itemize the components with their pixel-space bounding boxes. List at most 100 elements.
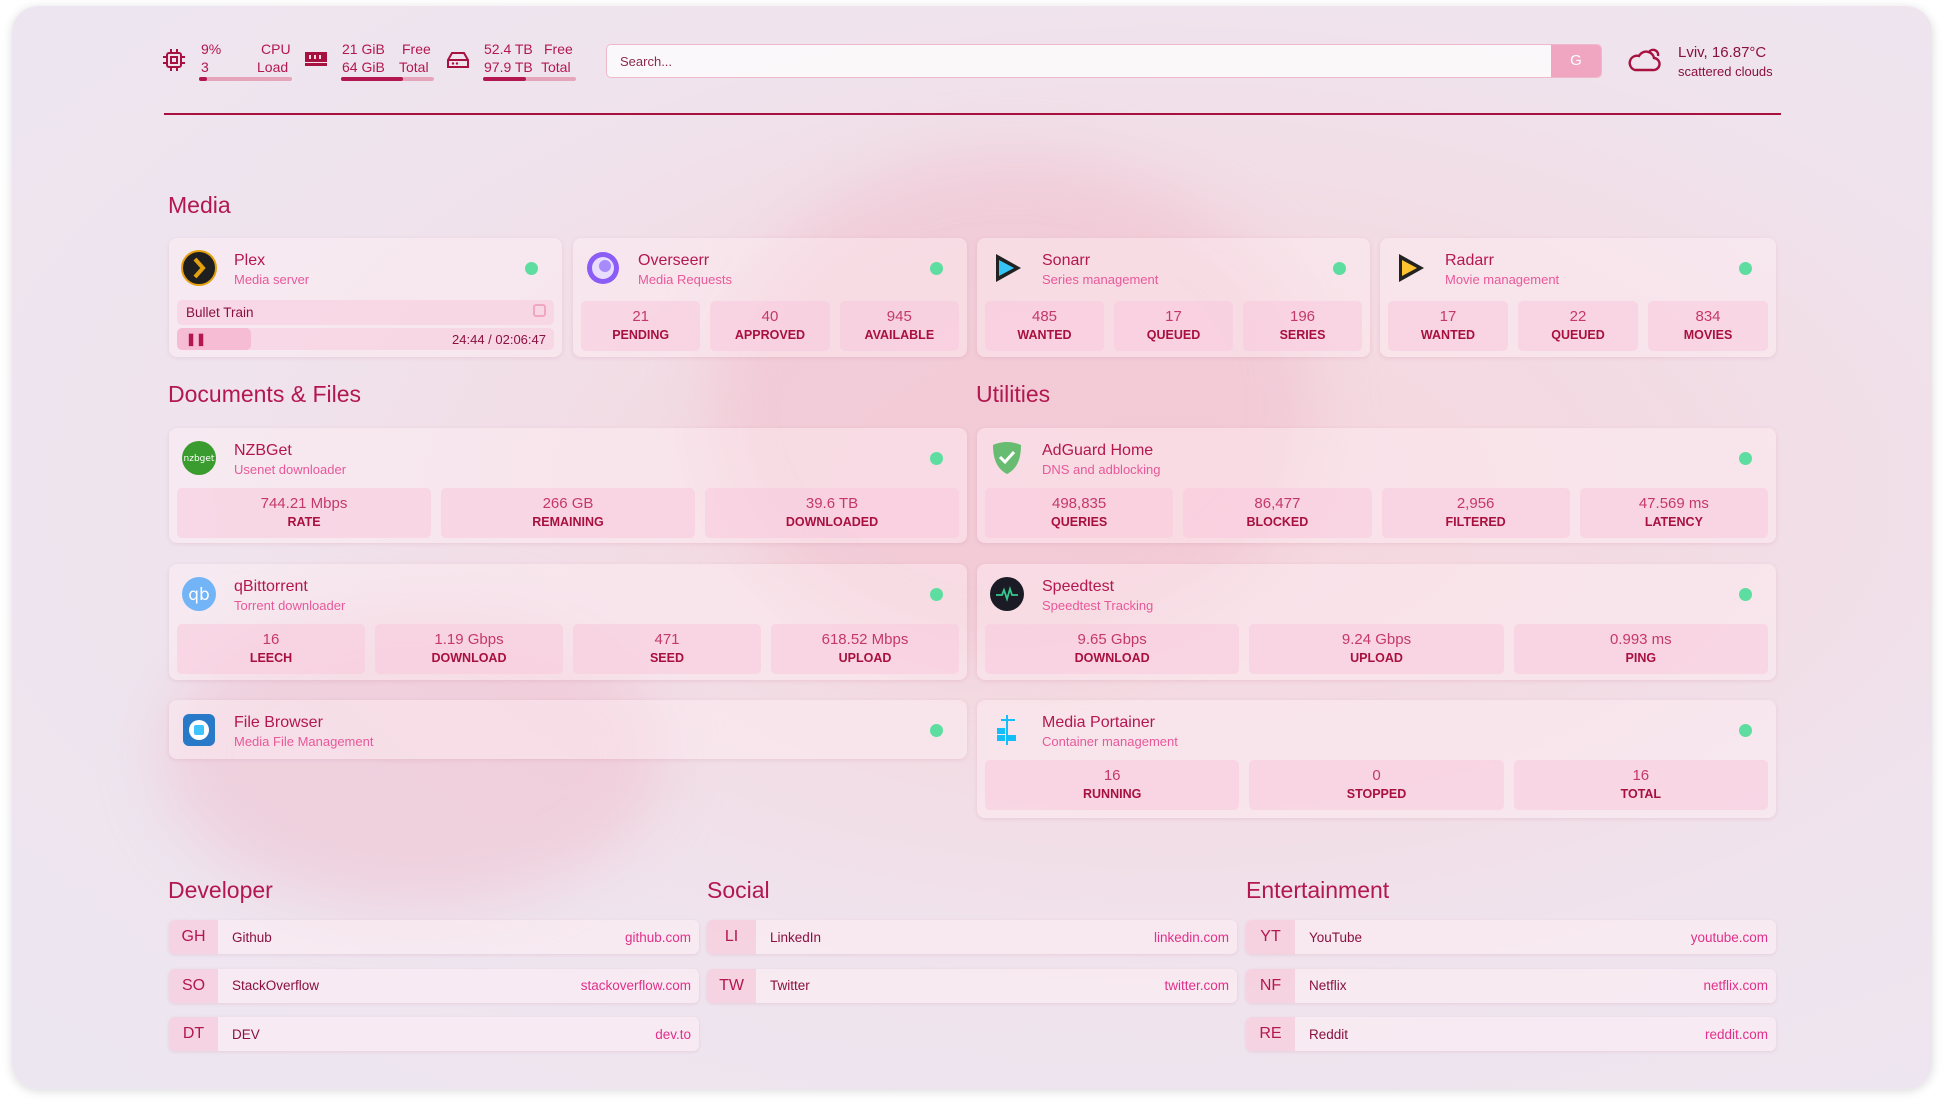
header-divider xyxy=(164,113,1781,115)
bookmark-url[interactable]: linkedin.com xyxy=(1153,929,1229,945)
service-card-speedtest[interactable]: Speedtest Speedtest Tracking 9.65 Gbps DO… xyxy=(977,564,1776,680)
pause-icon[interactable]: ❚❚ xyxy=(186,332,207,346)
total-label: Total xyxy=(541,59,571,75)
service-card-adguard-home[interactable]: AdGuard Home DNS and adblocking 498,835 Q… xyxy=(977,428,1776,543)
stat-label: PENDING xyxy=(612,328,670,342)
bookmark-name: Github xyxy=(232,929,272,945)
dashboard-window xyxy=(12,6,1932,1089)
stat-value: 16 xyxy=(1103,767,1121,784)
disk-icon xyxy=(447,52,469,68)
stat-value: 17 xyxy=(1439,308,1457,325)
bookmark-url[interactable]: netflix.com xyxy=(1703,978,1768,993)
stat-seed: 471 SEED xyxy=(573,624,761,674)
svg-text:nzbget: nzbget xyxy=(184,454,215,464)
status-indicator xyxy=(930,262,943,275)
stat-value: 16 xyxy=(1632,767,1650,784)
stat-label: QUEUED xyxy=(1146,328,1201,342)
stat-download: 1.19 Gbps DOWNLOAD xyxy=(375,624,563,674)
radarr-icon xyxy=(1392,250,1428,286)
service-card-media-portainer[interactable]: Media Portainer Container management 16 R… xyxy=(977,700,1776,818)
bookmark-abbr: DT xyxy=(169,1017,218,1051)
stat-label: PING xyxy=(1625,651,1657,665)
bookmark-name: Netflix xyxy=(1309,978,1347,993)
stat-value: 86,477 xyxy=(1254,495,1301,512)
bookmark-url[interactable]: github.com xyxy=(624,929,691,945)
qbittorrent-icon: qb xyxy=(181,576,217,612)
stat-value: 945 xyxy=(886,308,912,325)
service-name: AdGuard Home xyxy=(1042,442,1154,459)
weather-condition: scattered clouds xyxy=(1678,64,1773,79)
speedtest-icon xyxy=(989,576,1025,612)
bookmark-url[interactable]: reddit.com xyxy=(1704,1026,1768,1042)
plex-icon xyxy=(181,250,217,286)
bookmark-github[interactable]: GH Github github.com xyxy=(169,920,699,954)
bookmark-url[interactable]: stackoverflow.com xyxy=(580,978,691,993)
adguard-icon xyxy=(989,440,1025,476)
disk-free: 52.4 TB xyxy=(484,41,533,57)
bookmark-netflix[interactable]: NF Netflix netflix.com xyxy=(1246,968,1776,1003)
bookmark-reddit[interactable]: RE Reddit reddit.com xyxy=(1246,1017,1776,1051)
service-card-nzbget[interactable]: nzbget NZBGet Usenet downloader 744.21 M… xyxy=(169,428,967,543)
stat-label: LEECH xyxy=(249,651,293,665)
progress-fill xyxy=(177,328,251,350)
now-playing-title-row: Bullet Train xyxy=(177,300,554,325)
service-stats: 498,835 QUERIES 86,477 BLOCKED 2,956 FILTERED… xyxy=(985,488,1768,538)
service-description: Media server xyxy=(234,272,310,287)
stat-upload: 618.52 Mbps UPLOAD xyxy=(771,624,959,674)
search-bar: G xyxy=(606,44,1602,78)
search-input[interactable] xyxy=(607,45,1547,77)
memory-bar xyxy=(341,77,434,81)
stat-value: 2,956 xyxy=(1456,495,1495,512)
service-card-plex[interactable]: Plex Media server Bullet Train ❚❚ 24:44 … xyxy=(169,238,562,357)
stat-label: APPROVED xyxy=(734,328,806,342)
bookmark-name: StackOverflow xyxy=(232,978,320,993)
bookmark-linkedin[interactable]: LI LinkedIn linkedin.com xyxy=(707,920,1237,954)
bookmark-abbr: SO xyxy=(169,968,218,1003)
bookmark-url[interactable]: twitter.com xyxy=(1164,978,1229,993)
stat-label: WANTED xyxy=(1017,328,1072,342)
bookmark-stackoverflow[interactable]: SO StackOverflow stackoverflow.com xyxy=(169,968,699,1003)
bookmark-url[interactable]: youtube.com xyxy=(1690,929,1768,945)
stat-label: MOVIES xyxy=(1683,328,1733,342)
service-card-overseerr[interactable]: Overseerr Media Requests 21 PENDING 40 APPR… xyxy=(573,238,967,357)
overseerr-icon xyxy=(585,250,621,286)
service-name: Speedtest xyxy=(1042,578,1115,595)
stat-label: BLOCKED xyxy=(1246,515,1309,529)
stat-queued: 17 QUEUED xyxy=(1114,301,1233,351)
service-name: Media Portainer xyxy=(1042,714,1155,731)
service-card-radarr[interactable]: Radarr Movie management 17 WANTED 22 QUEUED… xyxy=(1380,238,1776,357)
service-card-qbittorrent[interactable]: qb qBittorrent Torrent downloader 16 LEEC… xyxy=(169,564,967,680)
stat-label: LATENCY xyxy=(1644,515,1703,529)
playback-progress[interactable]: ❚❚ 24:44 / 02:06:47 xyxy=(177,328,554,350)
service-name: Sonarr xyxy=(1042,252,1091,269)
bookmark-abbr: NF xyxy=(1246,968,1295,1003)
service-name: Radarr xyxy=(1445,252,1494,269)
stat-stopped: 0 STOPPED xyxy=(1249,760,1504,810)
stat-filtered: 2,956 FILTERED xyxy=(1381,488,1570,538)
bookmark-youtube[interactable]: YT YouTube youtube.com xyxy=(1246,920,1776,954)
bookmark-dev[interactable]: DT DEV dev.to xyxy=(169,1017,699,1051)
free-label: Free xyxy=(402,41,431,57)
service-card-file-browser[interactable]: File Browser Media File Management xyxy=(169,700,967,759)
cloud-icon xyxy=(1628,48,1661,72)
bookmark-twitter[interactable]: TW Twitter twitter.com xyxy=(707,968,1237,1003)
filebrowser-icon xyxy=(181,712,217,748)
status-indicator xyxy=(930,588,943,601)
status-indicator xyxy=(525,262,538,275)
service-name: Plex xyxy=(234,252,266,269)
stat-running: 16 RUNNING xyxy=(985,760,1240,810)
search-provider-button[interactable]: G xyxy=(1551,45,1601,77)
stat-label: UPLOAD xyxy=(838,651,892,665)
cpu-usage: 9% xyxy=(201,41,222,57)
bookmark-url[interactable]: dev.to xyxy=(655,1026,691,1042)
service-description: Series management xyxy=(1042,272,1159,287)
service-description: Media File Management xyxy=(234,734,374,749)
service-card-sonarr[interactable]: Sonarr Series management 485 WANTED 17 QUEU… xyxy=(977,238,1370,357)
service-description: Speedtest Tracking xyxy=(1042,598,1154,613)
status-indicator xyxy=(1739,262,1752,275)
service-description: Torrent downloader xyxy=(234,598,346,613)
stat-value: 196 xyxy=(1289,308,1316,325)
stat-value: 40 xyxy=(761,308,779,325)
total-label: Total xyxy=(399,59,429,75)
memory-free: 21 GiB xyxy=(342,41,385,57)
